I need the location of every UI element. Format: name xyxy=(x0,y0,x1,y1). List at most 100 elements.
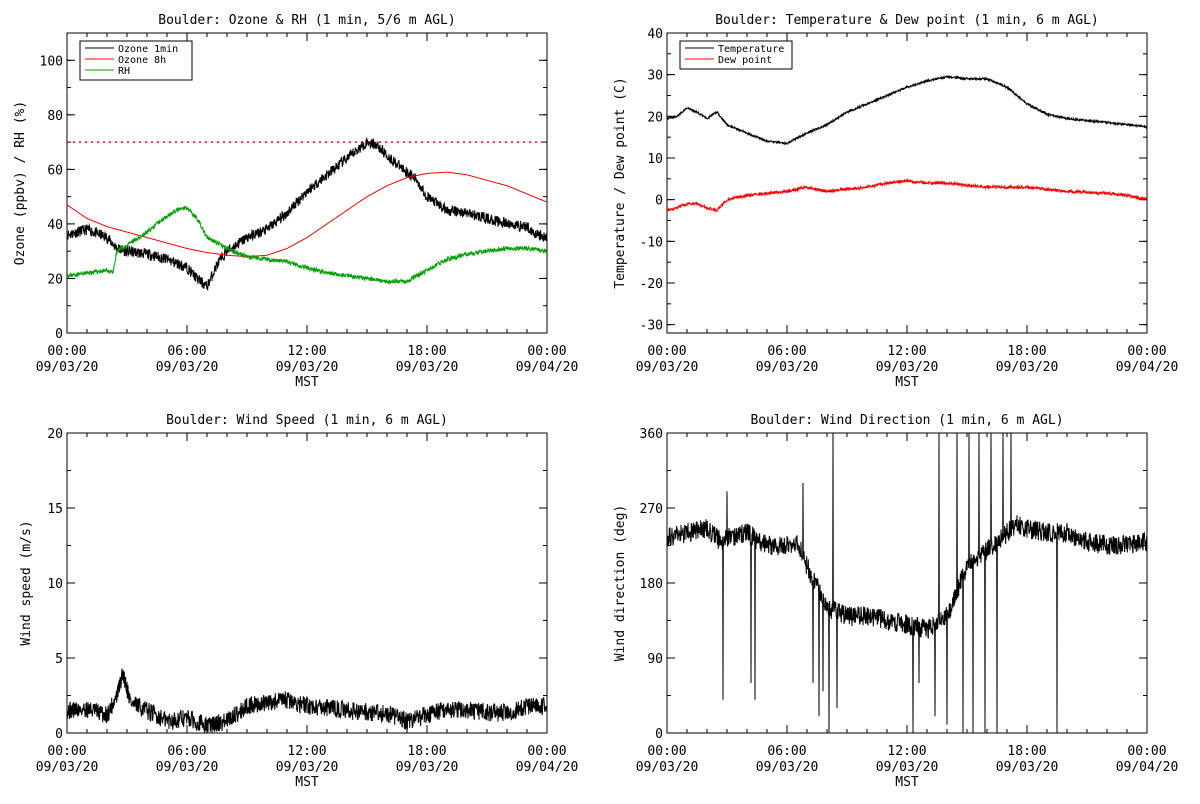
series-line-ozone-1min xyxy=(67,137,547,291)
x-tick-time-label: 12:00 xyxy=(887,744,926,759)
x-tick-time-label: 00:00 xyxy=(647,744,686,759)
x-tick-time-label: 18:00 xyxy=(407,344,446,359)
y-tick-label: 30 xyxy=(647,69,663,84)
x-axis-label: MST xyxy=(895,775,919,790)
x-tick-date-label: 09/03/20 xyxy=(276,360,339,375)
series-line xyxy=(667,433,1147,733)
y-axis-label: Ozone (ppbv) / RH (%) xyxy=(13,101,28,265)
x-tick-time-label: 00:00 xyxy=(647,344,686,359)
chart-title: Boulder: Wind Direction (1 min, 6 m AGL) xyxy=(750,413,1063,428)
x-tick-date-label: 09/03/20 xyxy=(636,360,699,375)
x-tick-time-label: 00:00 xyxy=(47,344,86,359)
x-axis-label: MST xyxy=(295,375,319,390)
x-tick-date-label: 09/03/20 xyxy=(36,760,99,775)
x-tick-date-label: 09/03/20 xyxy=(876,760,939,775)
plot-frame xyxy=(66,432,548,734)
y-tick-label: 100 xyxy=(40,54,63,69)
y-tick-label: 360 xyxy=(640,427,663,442)
x-tick-time-label: 18:00 xyxy=(407,744,446,759)
y-tick-label: -30 xyxy=(640,319,663,334)
x-tick-time-label: 00:00 xyxy=(527,744,566,759)
chart-title: Boulder: Wind Speed (1 min, 6 m AGL) xyxy=(166,413,448,428)
legend-box xyxy=(679,40,793,70)
x-tick-date-label: 09/04/20 xyxy=(1116,360,1179,375)
x-tick-date-label: 09/03/20 xyxy=(996,760,1059,775)
wind-direction-plot: 09018027036000:0009/03/2006:0009/03/2012… xyxy=(636,427,1179,775)
y-tick-label: 0 xyxy=(55,327,63,342)
x-tick-date-label: 09/03/20 xyxy=(636,760,699,775)
x-tick-date-label: 09/03/20 xyxy=(36,360,99,375)
ozone-rh-plot: 02040608010000:0009/03/2006:0009/03/2012… xyxy=(36,32,579,375)
x-tick-time-label: 00:00 xyxy=(527,344,566,359)
y-tick-label: 60 xyxy=(47,163,63,178)
chart-title: Boulder: Temperature & Dew point (1 min,… xyxy=(715,13,1099,28)
x-tick-time-label: 06:00 xyxy=(767,344,806,359)
legend-label: RH xyxy=(118,66,130,77)
y-tick-label: -10 xyxy=(640,235,663,250)
x-tick-date-label: 09/03/20 xyxy=(876,360,939,375)
x-tick-time-label: 00:00 xyxy=(1127,344,1166,359)
x-tick-date-label: 09/03/20 xyxy=(276,760,339,775)
y-tick-label: 0 xyxy=(655,727,663,742)
y-tick-label: 180 xyxy=(640,577,663,592)
series-line-temperature xyxy=(667,74,1147,145)
x-axis-label: MST xyxy=(895,375,919,390)
series-line-rh xyxy=(67,205,547,285)
wind-direction-panel: Boulder: Wind Direction (1 min, 6 m AGL)… xyxy=(613,413,1178,790)
x-tick-time-label: 06:00 xyxy=(767,744,806,759)
y-axis-label: Temperature / Dew point (C) xyxy=(613,77,628,288)
y-tick-label: 10 xyxy=(47,577,63,592)
chart-title: Boulder: Ozone & RH (1 min, 5/6 m AGL) xyxy=(158,13,455,28)
x-tick-time-label: 12:00 xyxy=(287,744,326,759)
y-tick-label: 5 xyxy=(55,652,63,667)
x-tick-time-label: 06:00 xyxy=(167,744,206,759)
y-axis-label: Wind direction (deg) xyxy=(613,505,628,662)
y-tick-label: 20 xyxy=(47,427,63,442)
x-tick-date-label: 09/04/20 xyxy=(516,760,579,775)
legend-label: Ozone 1min xyxy=(118,44,178,55)
x-tick-date-label: 09/03/20 xyxy=(756,360,819,375)
x-tick-date-label: 09/03/20 xyxy=(996,360,1059,375)
y-tick-label: 0 xyxy=(55,727,63,742)
y-tick-label: 80 xyxy=(47,109,63,124)
y-tick-label: 40 xyxy=(647,27,663,42)
y-tick-label: 270 xyxy=(640,502,663,517)
y-tick-label: 20 xyxy=(647,110,663,125)
plot-frame xyxy=(666,32,1148,334)
y-tick-label: 10 xyxy=(647,152,663,167)
x-tick-time-label: 12:00 xyxy=(287,344,326,359)
temperature-dewpoint-plot: -30-20-1001020304000:0009/03/2006:0009/0… xyxy=(636,27,1179,375)
y-tick-label: 0 xyxy=(655,194,663,209)
x-tick-date-label: 09/03/20 xyxy=(156,360,219,375)
temperature-dewpoint-panel: Boulder: Temperature & Dew point (1 min,… xyxy=(613,13,1178,390)
series-line-dew-point xyxy=(667,177,1147,213)
x-tick-date-label: 09/04/20 xyxy=(1116,760,1179,775)
x-tick-time-label: 00:00 xyxy=(47,744,86,759)
wind-speed-plot: 0510152000:0009/03/2006:0009/03/2012:000… xyxy=(36,427,579,775)
y-tick-label: 40 xyxy=(47,218,63,233)
x-tick-date-label: 09/03/20 xyxy=(396,760,459,775)
y-tick-label: -20 xyxy=(640,277,663,292)
legend-label: Temperature xyxy=(718,44,784,55)
legend-label: Ozone 8h xyxy=(118,55,166,66)
x-tick-date-label: 09/03/20 xyxy=(396,360,459,375)
x-tick-time-label: 06:00 xyxy=(167,344,206,359)
series-line-ozone-8h xyxy=(67,171,547,258)
x-tick-date-label: 09/03/20 xyxy=(156,760,219,775)
ozone-rh-panel: Boulder: Ozone & RH (1 min, 5/6 m AGL) O… xyxy=(13,13,578,390)
x-tick-date-label: 09/04/20 xyxy=(516,360,579,375)
y-tick-label: 15 xyxy=(47,502,63,517)
x-axis-label: MST xyxy=(295,775,319,790)
y-axis-label: Wind speed (m/s) xyxy=(19,520,34,645)
x-tick-time-label: 18:00 xyxy=(1007,344,1046,359)
x-tick-date-label: 09/03/20 xyxy=(756,760,819,775)
wind-speed-panel: Boulder: Wind Speed (1 min, 6 m AGL) Win… xyxy=(19,413,578,790)
plot-frame xyxy=(666,432,1148,734)
legend-label: Dew point xyxy=(718,55,772,66)
x-tick-time-label: 18:00 xyxy=(1007,744,1046,759)
y-tick-label: 90 xyxy=(647,652,663,667)
series-line xyxy=(67,668,547,733)
y-tick-label: 20 xyxy=(47,272,63,287)
